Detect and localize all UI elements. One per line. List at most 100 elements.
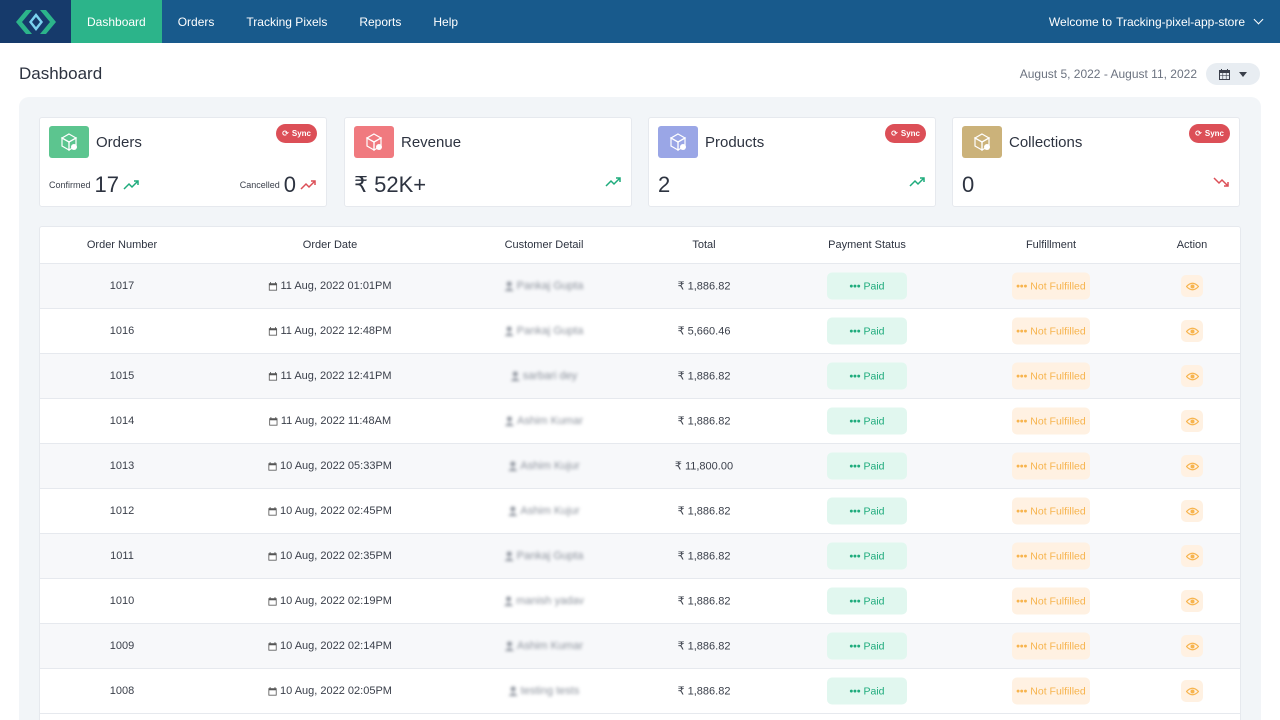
order-number[interactable]: 1013 [109,460,135,472]
nav-tracking-pixels[interactable]: Tracking Pixels [246,14,328,29]
table-row[interactable]: 1008 10 Aug, 2022 02:05PM testing tests … [40,669,1240,714]
table-row[interactable]: 1012 10 Aug, 2022 02:45PM Ashim Kujur ₹ … [40,489,1240,534]
box-icon [973,133,991,152]
nav-reports[interactable]: Reports [359,14,402,29]
table-row[interactable]: 1013 10 Aug, 2022 05:33PM Ashim Kujur ₹ … [40,444,1240,489]
order-date: 10 Aug, 2022 05:33PM [268,460,392,472]
date-picker-button[interactable] [1206,63,1260,85]
customer-detail[interactable]: Ashim Kumar [504,415,583,427]
payment-status-badge[interactable]: ••• Paid [827,317,907,345]
eye-icon [1185,282,1199,290]
sync-button[interactable]: ⟳ Sync [276,124,317,143]
payment-status-badge[interactable]: ••• Paid [827,407,907,435]
table-row[interactable]: 1010 10 Aug, 2022 02:19PM manish yadav ₹… [40,579,1240,624]
user-icon [508,686,518,696]
dots-icon: ••• [1016,460,1028,472]
customer-detail[interactable]: Pankaj Gupta [504,280,583,292]
calendar-icon [1219,68,1230,80]
nav-orders[interactable]: Orders [177,14,215,29]
refresh-icon: ⟳ [282,129,289,138]
calendar-icon [268,686,277,696]
view-order-button[interactable] [1181,410,1203,432]
payment-status-badge[interactable]: ••• Paid [827,497,907,525]
box-icon [365,133,383,152]
eye-icon [1185,327,1199,335]
nav-help[interactable]: Help [433,14,459,29]
trend-up-icon [605,177,621,187]
collections-value: 0 [962,172,975,197]
view-order-button[interactable] [1181,590,1203,612]
order-number[interactable]: 1015 [109,370,135,382]
fulfillment-status-badge: ••• Not Fulfilled [1012,632,1090,660]
dots-icon: ••• [1016,370,1028,382]
dots-icon: ••• [849,325,861,337]
products-value: 2 [658,172,671,197]
order-number[interactable]: 1014 [109,415,135,427]
view-order-button[interactable] [1181,545,1203,567]
customer-detail[interactable]: testing tests [508,685,579,697]
table-row[interactable]: 1009 10 Aug, 2022 02:14PM Ashim Kumar ₹ … [40,624,1240,669]
order-total: ₹ 1,886.82 [677,550,731,563]
store-name: Tracking-pixel-app-store [1116,14,1245,29]
fulfillment-status-badge: ••• Not Fulfilled [1012,362,1090,390]
confirmed-stat: Confirmed 17 [49,172,139,198]
payment-status-badge[interactable]: ••• Paid [827,587,907,615]
payment-status-badge[interactable]: ••• Paid [827,452,907,480]
order-number[interactable]: 1011 [110,550,134,562]
orders-card: Orders ⟳ Sync Confirmed 17 Cancelled 0 [39,117,327,207]
col-order-number: Order Number [86,239,158,251]
refresh-icon: ⟳ [1195,129,1202,138]
caret-down-icon [1239,71,1247,77]
payment-status-badge[interactable]: ••• Paid [827,677,907,705]
payment-status-badge[interactable]: ••• Paid [827,632,907,660]
order-number[interactable]: 1012 [109,505,135,517]
payment-status-badge[interactable]: ••• Paid [827,362,907,390]
dots-icon: ••• [849,640,861,652]
order-number[interactable]: 1010 [109,595,135,607]
eye-icon [1185,642,1199,650]
sync-button[interactable]: ⟳ Sync [1189,124,1230,143]
customer-detail[interactable]: Ashim Kumar [504,640,583,652]
customer-detail[interactable]: Ashim Kujur [508,460,580,472]
order-number[interactable]: 1017 [109,280,135,292]
customer-detail[interactable]: manish yadav [504,595,584,607]
table-row[interactable]: 1011 10 Aug, 2022 02:35PM Pankaj Gupta ₹… [40,534,1240,579]
view-order-button[interactable] [1181,320,1203,342]
payment-status-badge[interactable]: ••• Paid [827,542,907,570]
nav-dashboard[interactable]: Dashboard [71,0,162,43]
user-icon [504,416,514,426]
view-order-button[interactable] [1181,455,1203,477]
table-row[interactable]: 1017 11 Aug, 2022 01:01PM Pankaj Gupta ₹… [40,264,1240,309]
sync-button[interactable]: ⟳ Sync [885,124,926,143]
view-order-button[interactable] [1181,500,1203,522]
page-title: Dashboard [19,64,103,83]
customer-detail[interactable]: sarbari dey [510,370,577,382]
col-order-date: Order Date [302,239,358,251]
table-row[interactable]: 1014 11 Aug, 2022 11:48AM Ashim Kumar ₹ … [40,399,1240,444]
order-date: 11 Aug, 2022 12:48PM [268,325,392,337]
table-row[interactable]: 1015 11 Aug, 2022 12:41PM sarbari dey ₹ … [40,354,1240,399]
store-menu[interactable]: Welcome to Tracking-pixel-app-store [1049,0,1264,43]
customer-detail[interactable]: Pankaj Gupta [504,325,583,337]
order-number[interactable]: 1009 [109,640,135,652]
customer-detail[interactable]: Pankaj Gupta [504,550,583,562]
app-logo[interactable] [0,0,71,43]
products-card: Products ⟳ Sync 2 [648,117,936,207]
trend-down-icon [1213,177,1229,187]
order-number[interactable]: 1008 [109,685,135,697]
dots-icon: ••• [1016,685,1028,697]
orders-table: Order Number Order Date Customer Detail … [39,226,1241,720]
eye-icon [1185,417,1199,425]
table-row[interactable]: 1016 11 Aug, 2022 12:48PM Pankaj Gupta ₹… [40,309,1240,354]
order-total: ₹ 1,886.82 [677,280,731,293]
payment-status-badge[interactable]: ••• Paid [827,272,907,300]
view-order-button[interactable] [1181,365,1203,387]
view-order-button[interactable] [1181,635,1203,657]
view-order-button[interactable] [1181,680,1203,702]
user-icon [504,281,514,291]
order-number[interactable]: 1016 [109,325,135,337]
collections-card: Collections ⟳ Sync 0 [952,117,1240,207]
customer-detail[interactable]: Ashim Kujur [508,505,580,517]
user-icon [508,506,518,516]
view-order-button[interactable] [1181,275,1203,297]
